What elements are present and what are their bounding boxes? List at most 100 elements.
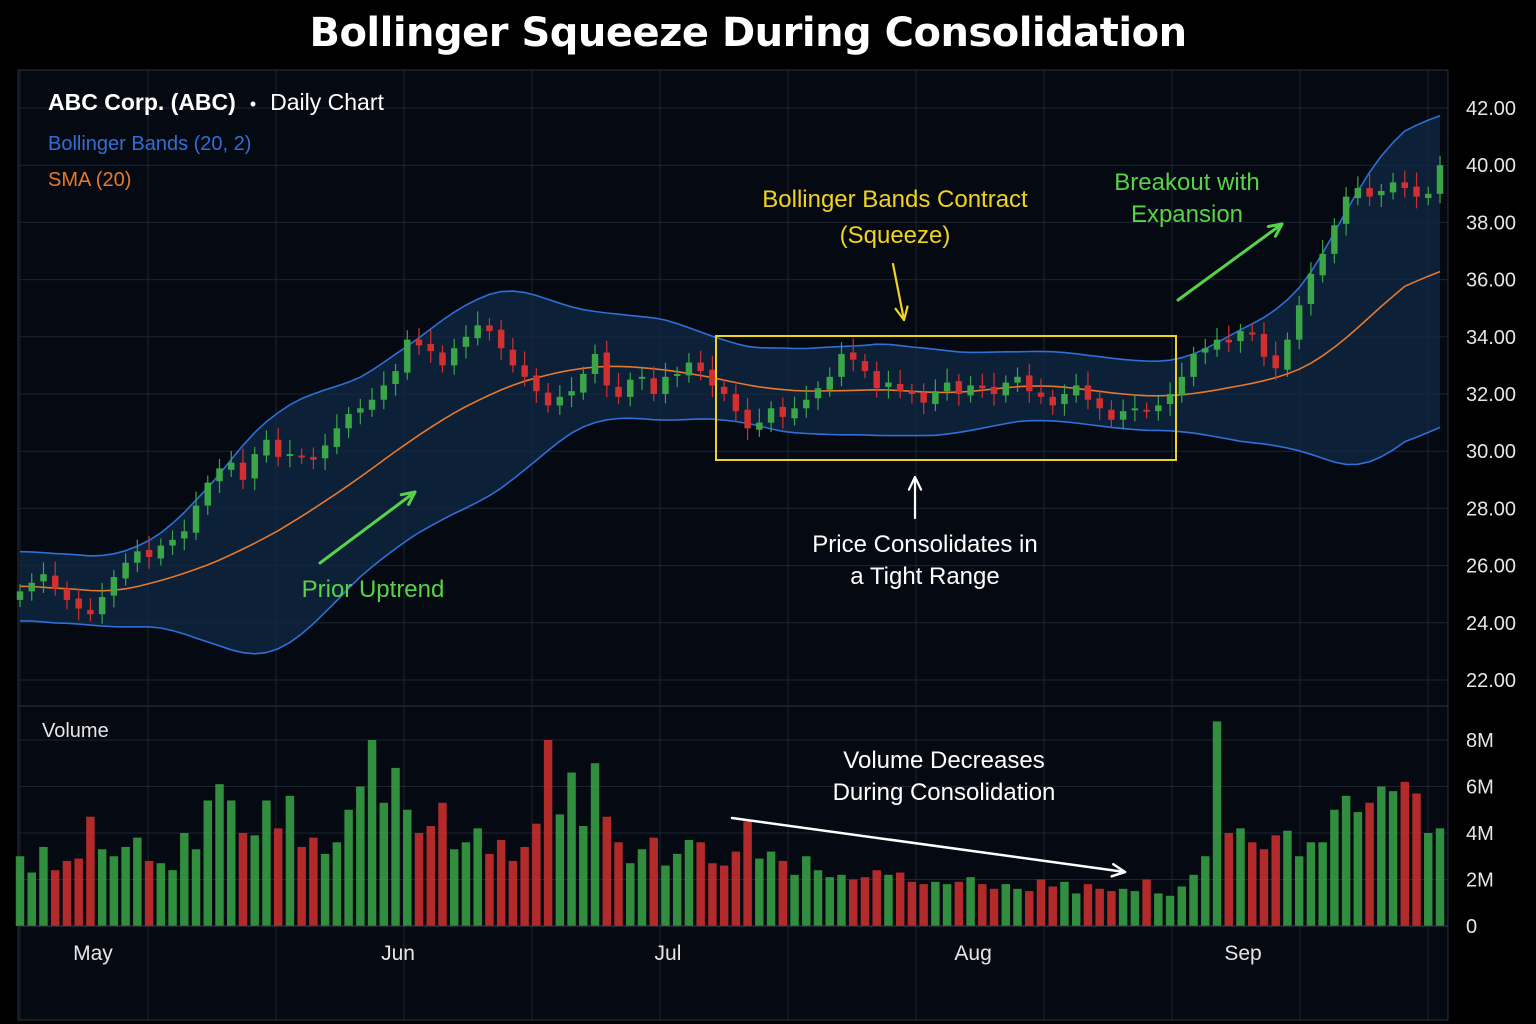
volume-bar [1025,891,1034,926]
candle-body [1096,398,1103,409]
candle-body [357,408,364,413]
squeeze-annotation: Bollinger Bands Contract (Squeeze) [762,186,1028,249]
volume-bar [1259,849,1269,926]
volume-bar [837,874,846,926]
volume-bar [1036,879,1046,926]
candle-body [638,376,646,379]
volume-bar [109,856,119,926]
candle-body [627,379,634,397]
volume-bar [238,833,248,926]
candle-body [228,462,235,470]
volume-bar [1177,886,1187,926]
volume-bar [684,839,694,926]
volume-bar [168,870,177,926]
volume-bar [391,767,400,926]
candle-body [16,591,24,600]
volume-bar [766,851,776,926]
month-label: May [73,942,113,965]
candle-body [568,391,575,396]
candle-body [274,439,282,457]
page-title: Bollinger Squeeze During Consolidation [309,10,1187,56]
candle-body [239,462,247,480]
candle-body [1108,409,1115,420]
consolidation-arrow [907,475,923,520]
volume-bar [954,881,964,926]
legend-entry: SMA (20) [48,169,131,191]
volume-bar [1377,786,1386,926]
volume-bar [74,858,83,926]
volume-bar [590,763,600,926]
candle-body [932,391,939,405]
volume-bar [1165,895,1175,926]
squeeze-annotation-line: (Squeeze) [840,222,951,249]
volume-tick-label: 8M [1466,730,1494,752]
volume-bar [696,842,705,926]
volume-bar [1142,879,1151,926]
volume-bar [1224,833,1233,926]
volume-bar [1318,842,1327,926]
volume-bar [180,833,189,926]
volume-bar [1013,888,1022,926]
volume-bar [1330,809,1339,926]
breakout-arrow-head [1266,222,1284,238]
price-tick-label: 40.00 [1466,155,1516,177]
candle-body [603,352,611,386]
volume-bar [661,865,670,926]
candle-body [1342,196,1350,224]
legend-entry: Bollinger Bands (20, 2) [48,133,251,155]
volume-bar [1388,791,1398,926]
volume-label: Volume [42,720,109,742]
volume-bar [637,849,647,926]
candle-body [1202,348,1209,353]
candle-body [427,343,434,352]
consolidation-annotation-line: Price Consolidates in [812,531,1037,558]
candle-body [204,482,211,506]
volume-bar [27,872,36,926]
volume-bar [743,821,752,926]
volume-bar [543,740,553,926]
candle-body [838,353,845,377]
candle-body [1061,394,1068,405]
volume-bar [461,842,471,926]
volume-bar [39,846,48,926]
sma-line [19,270,1441,592]
candle-body [1425,193,1432,199]
squeeze-arrow-shaft [891,262,906,322]
bollinger-band-fill [20,115,1440,654]
candle-body [650,378,657,394]
volume-bar [602,816,612,926]
candle-body [673,373,681,376]
volume-bar [1248,842,1257,926]
price-tick-label: 26.00 [1466,556,1516,578]
volume-bar [778,860,788,926]
price-tick-label: 36.00 [1466,270,1516,292]
candle-body [439,352,446,366]
candle-body [98,597,106,615]
volume-bar [332,842,342,926]
volume-bar [379,802,389,926]
candle-body [756,422,763,430]
candle-body [216,468,223,482]
volume-bar [1294,856,1304,926]
uptrend-annotation: Prior Uptrend [302,576,445,603]
volume-bar [1353,812,1363,926]
candle-body [251,454,258,479]
volume-bar [895,872,905,926]
candle-body [591,353,599,374]
candle-body [908,391,916,394]
price-tick-label: 24.00 [1466,613,1516,635]
volume-tick-label: 2M [1466,870,1494,892]
volume-bar [262,800,271,926]
candle-body [63,588,71,600]
price-tick-label: 34.00 [1466,327,1516,349]
month-label: Jul [655,942,682,965]
volume-bar [133,837,142,926]
candle-body [286,454,294,457]
volume-bar [273,828,283,926]
candle-body [87,609,94,615]
volume-bar [1083,884,1093,926]
candle-body [169,539,176,546]
volume-bar [1424,833,1433,926]
month-label: Aug [954,942,991,965]
candle-body [192,505,200,533]
